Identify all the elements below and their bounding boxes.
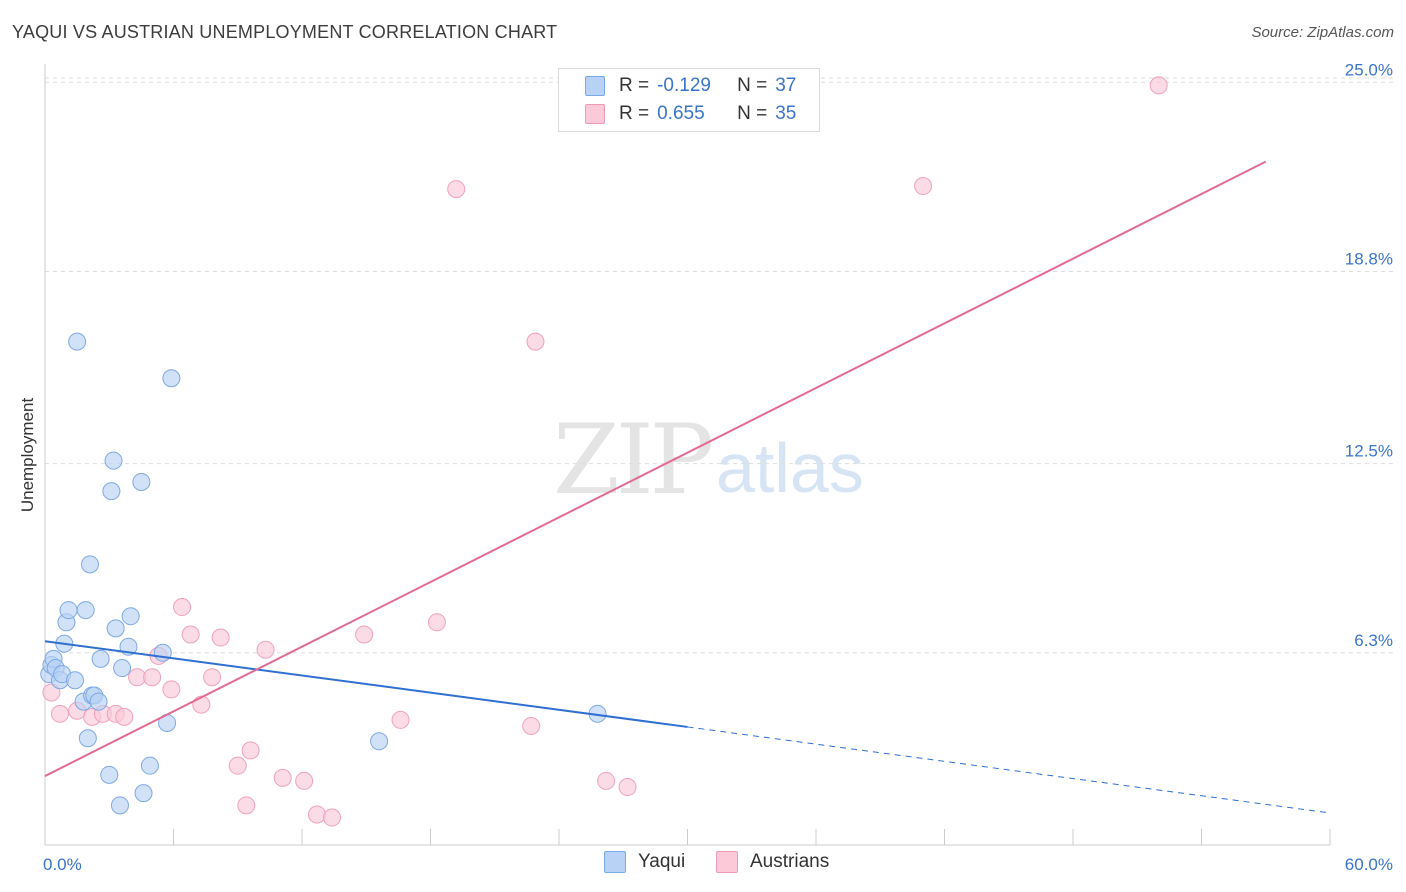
legend-r-label: R = bbox=[619, 103, 650, 124]
austrians-point bbox=[355, 625, 374, 644]
austrians-point bbox=[447, 180, 466, 199]
series-legend-austrians[interactable]: Austrians bbox=[716, 851, 829, 873]
yaqui-point bbox=[59, 601, 78, 620]
y-tick-label: 18.8% bbox=[1345, 249, 1393, 268]
yaqui-point bbox=[102, 482, 121, 501]
y-tick-label: 25.0% bbox=[1345, 60, 1393, 79]
yaqui-point bbox=[162, 369, 181, 388]
legend-n-value-yaqui: 37 bbox=[775, 75, 797, 96]
yaqui-point bbox=[68, 332, 87, 351]
austrians-point bbox=[273, 768, 292, 787]
y-tick-label: 6.3% bbox=[1354, 631, 1393, 650]
austrians-point bbox=[162, 680, 181, 699]
series-swatch-austrians bbox=[716, 851, 738, 873]
yaqui-point bbox=[78, 729, 97, 748]
yaqui-point bbox=[91, 649, 110, 668]
austrians-point bbox=[618, 778, 637, 797]
correlation-legend: R = -0.129 N = 37 R = 0.655 N = 35 bbox=[558, 68, 820, 132]
austrians-point bbox=[526, 332, 545, 351]
austrians-point bbox=[427, 613, 446, 632]
austrians-point bbox=[143, 668, 162, 687]
yaqui-point bbox=[106, 619, 125, 638]
austrians-point bbox=[115, 707, 134, 726]
source-label: Source: ZipAtlas.com bbox=[1251, 24, 1394, 41]
series-legend: Yaqui Austrians bbox=[0, 851, 1406, 877]
austrians-point bbox=[203, 668, 222, 687]
austrians-point bbox=[192, 695, 211, 714]
austrians-point bbox=[241, 741, 260, 760]
austrians-point bbox=[228, 756, 247, 775]
austrians-trendline bbox=[44, 160, 1267, 777]
austrians-point bbox=[128, 668, 147, 687]
austrians-point bbox=[322, 808, 341, 827]
legend-n-label: N = bbox=[737, 75, 768, 96]
watermark-atlas: atlas bbox=[716, 429, 864, 507]
austrians-point bbox=[237, 796, 256, 815]
austrians-point bbox=[522, 717, 541, 736]
legend-row-austrians: R = 0.655 N = 35 bbox=[585, 102, 796, 126]
legend-n-label: N = bbox=[737, 103, 768, 124]
yaqui-point bbox=[80, 555, 99, 574]
austrians-point bbox=[597, 771, 616, 790]
legend-r-label: R = bbox=[619, 75, 650, 96]
austrians-point bbox=[256, 640, 275, 659]
legend-row-yaqui: R = -0.129 N = 37 bbox=[585, 74, 796, 98]
yaqui-point bbox=[132, 472, 151, 491]
austrians-point bbox=[181, 625, 200, 644]
yaqui-point bbox=[153, 643, 172, 662]
austrians-point bbox=[307, 805, 326, 824]
legend-n-value-austrians: 35 bbox=[775, 103, 797, 124]
austrians-point bbox=[295, 771, 314, 790]
y-tick-label: 12.5% bbox=[1345, 442, 1393, 461]
austrians-point bbox=[1149, 76, 1168, 95]
yaqui-trendline-extension bbox=[687, 726, 1331, 814]
chart-title: YAQUI VS AUSTRIAN UNEMPLOYMENT CORRELATI… bbox=[12, 22, 558, 42]
yaqui-point bbox=[370, 732, 389, 751]
legend-swatch-austrians bbox=[585, 104, 605, 124]
austrians-point bbox=[914, 177, 933, 196]
austrians-point bbox=[211, 628, 230, 647]
yaqui-point bbox=[140, 756, 159, 775]
austrians-point bbox=[42, 683, 61, 702]
yaqui-point bbox=[100, 765, 119, 784]
yaqui-point bbox=[110, 796, 129, 815]
legend-swatch-yaqui bbox=[585, 76, 605, 96]
series-legend-yaqui[interactable]: Yaqui bbox=[604, 851, 685, 873]
yaqui-point bbox=[121, 607, 140, 626]
austrians-point bbox=[391, 710, 410, 729]
watermark-zip: ZIP bbox=[553, 404, 714, 516]
yaqui-point bbox=[134, 784, 153, 803]
yaqui-point bbox=[113, 659, 132, 678]
austrians-point bbox=[173, 598, 192, 617]
x-tick-label: 60.0% bbox=[1345, 855, 1393, 874]
yaqui-point bbox=[76, 601, 95, 620]
x-tick-label: 0.0% bbox=[43, 855, 82, 874]
legend-r-value-yaqui: -0.129 bbox=[657, 75, 711, 96]
series-swatch-yaqui bbox=[604, 851, 626, 873]
yaqui-point bbox=[65, 671, 84, 690]
yaqui-point bbox=[89, 692, 108, 711]
austrians-point bbox=[50, 704, 69, 723]
series-label-yaqui: Yaqui bbox=[638, 851, 686, 872]
yaqui-trendline bbox=[44, 640, 688, 728]
yaqui-point bbox=[104, 451, 123, 470]
legend-r-value-austrians: 0.655 bbox=[657, 103, 705, 124]
series-label-austrians: Austrians bbox=[750, 851, 830, 872]
